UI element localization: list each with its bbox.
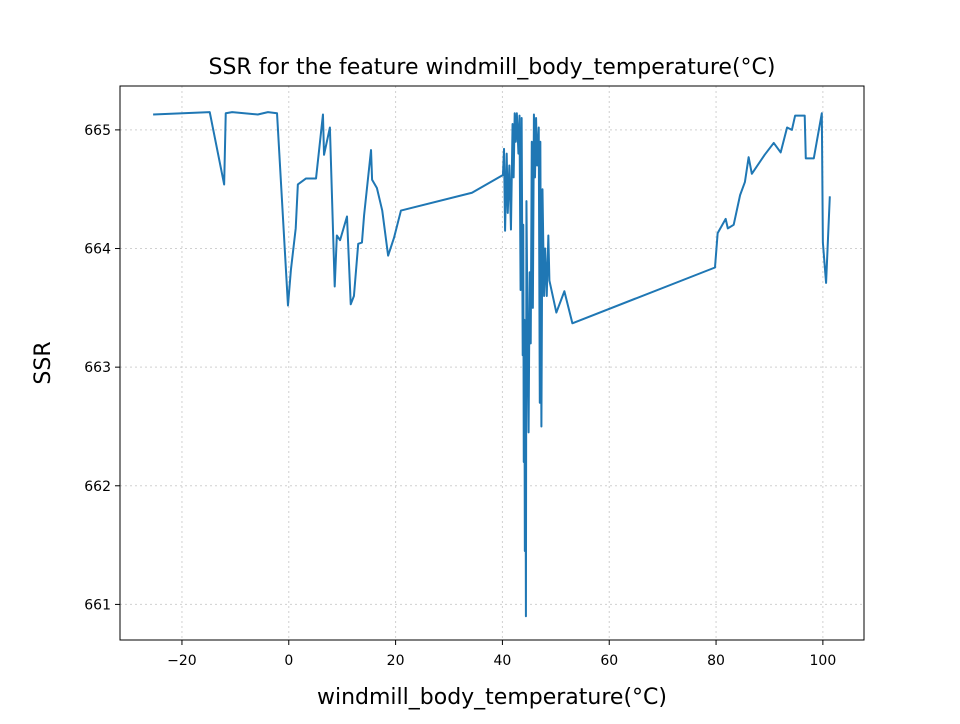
y-tick-label: 663 <box>84 360 111 376</box>
y-tick-label: 662 <box>84 479 111 495</box>
x-axis-label: windmill_body_temperature(°C) <box>317 685 667 710</box>
x-tick-label: 40 <box>494 653 512 669</box>
x-tick-label: 20 <box>387 653 405 669</box>
data-line <box>153 111 831 618</box>
y-axis-label: SSR <box>31 341 56 384</box>
x-tick-label: 100 <box>810 653 837 669</box>
y-tick-label: 665 <box>84 123 111 139</box>
x-tick-label: 60 <box>600 653 618 669</box>
chart-title: SSR for the feature windmill_body_temper… <box>209 55 776 80</box>
y-tick-label: 664 <box>84 242 111 258</box>
x-tick-label: −20 <box>167 653 197 669</box>
y-tick-label: 661 <box>84 597 111 613</box>
x-tick-label: 80 <box>707 653 725 669</box>
x-tick-label: 0 <box>284 653 293 669</box>
plot-frame <box>119 85 865 641</box>
